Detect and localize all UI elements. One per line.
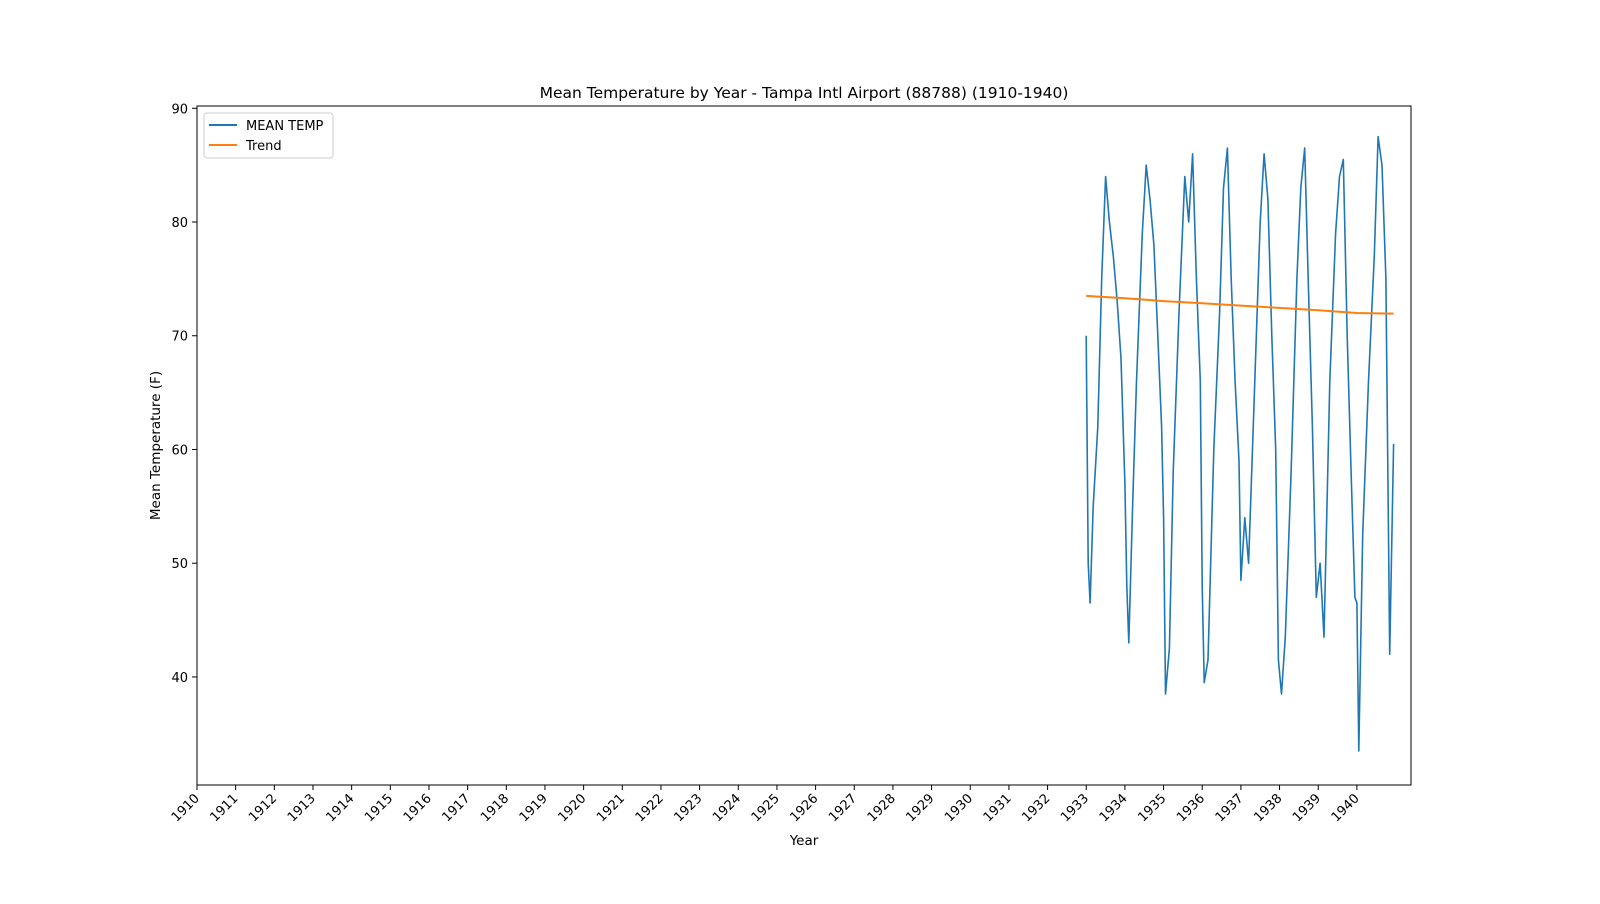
x-tick-label: 1915: [362, 791, 396, 825]
x-tick-label: 1935: [1135, 791, 1169, 825]
x-tick-label: 1929: [903, 791, 937, 825]
x-tick-label: 1937: [1213, 791, 1247, 825]
x-tick-label: 1923: [671, 791, 705, 825]
x-tick-label: 1921: [594, 791, 628, 825]
y-tick-label: 70: [171, 330, 188, 345]
x-tick-label: 1939: [1290, 791, 1324, 825]
x-tick-label: 1916: [401, 791, 435, 825]
y-tick-label: 90: [171, 102, 188, 117]
x-tick-label: 1917: [439, 791, 473, 825]
chart-title: Mean Temperature by Year - Tampa Intl Ai…: [540, 84, 1069, 102]
x-tick-label: 1940: [1329, 791, 1363, 825]
x-tick-label: 1933: [1058, 791, 1092, 825]
x-tick-label: 1918: [478, 791, 512, 825]
x-tick-label: 1924: [710, 791, 744, 825]
plot-area-frame: [196, 105, 1412, 786]
legend-label: MEAN TEMP: [246, 119, 324, 134]
legend-label: Trend: [245, 139, 282, 154]
x-tick-label: 1928: [865, 791, 899, 825]
x-tick-label: 1934: [1097, 791, 1131, 825]
y-tick-label: 50: [171, 557, 188, 572]
x-tick-label: 1932: [1019, 791, 1053, 825]
x-tick-label: 1938: [1251, 791, 1285, 825]
x-tick-label: 1920: [555, 791, 589, 825]
x-tick-label: 1930: [942, 791, 976, 825]
x-tick-label: 1919: [517, 791, 551, 825]
y-tick-label: 60: [171, 443, 188, 458]
x-tick-label: 1914: [323, 791, 357, 825]
series-line-trend: [1086, 294, 1394, 315]
series-line-mean-temp: [1085, 135, 1395, 752]
y-axis-label: Mean Temperature (F): [148, 371, 164, 520]
x-tick-label: 1936: [1174, 791, 1208, 825]
x-axis-label: Year: [789, 833, 819, 849]
x-tick-label: 1910: [169, 791, 203, 825]
y-tick-label: 80: [171, 216, 188, 231]
x-tick-label: 1922: [633, 791, 667, 825]
x-tick-label: 1913: [285, 791, 319, 825]
x-tick-label: 1912: [246, 791, 280, 825]
x-tick-label: 1931: [981, 791, 1015, 825]
x-tick-label: 1926: [787, 791, 821, 825]
x-tick-label: 1911: [207, 791, 241, 825]
y-tick-label: 40: [171, 671, 188, 686]
x-tick-label: 1927: [826, 791, 860, 825]
x-tick-label: 1925: [749, 791, 783, 825]
